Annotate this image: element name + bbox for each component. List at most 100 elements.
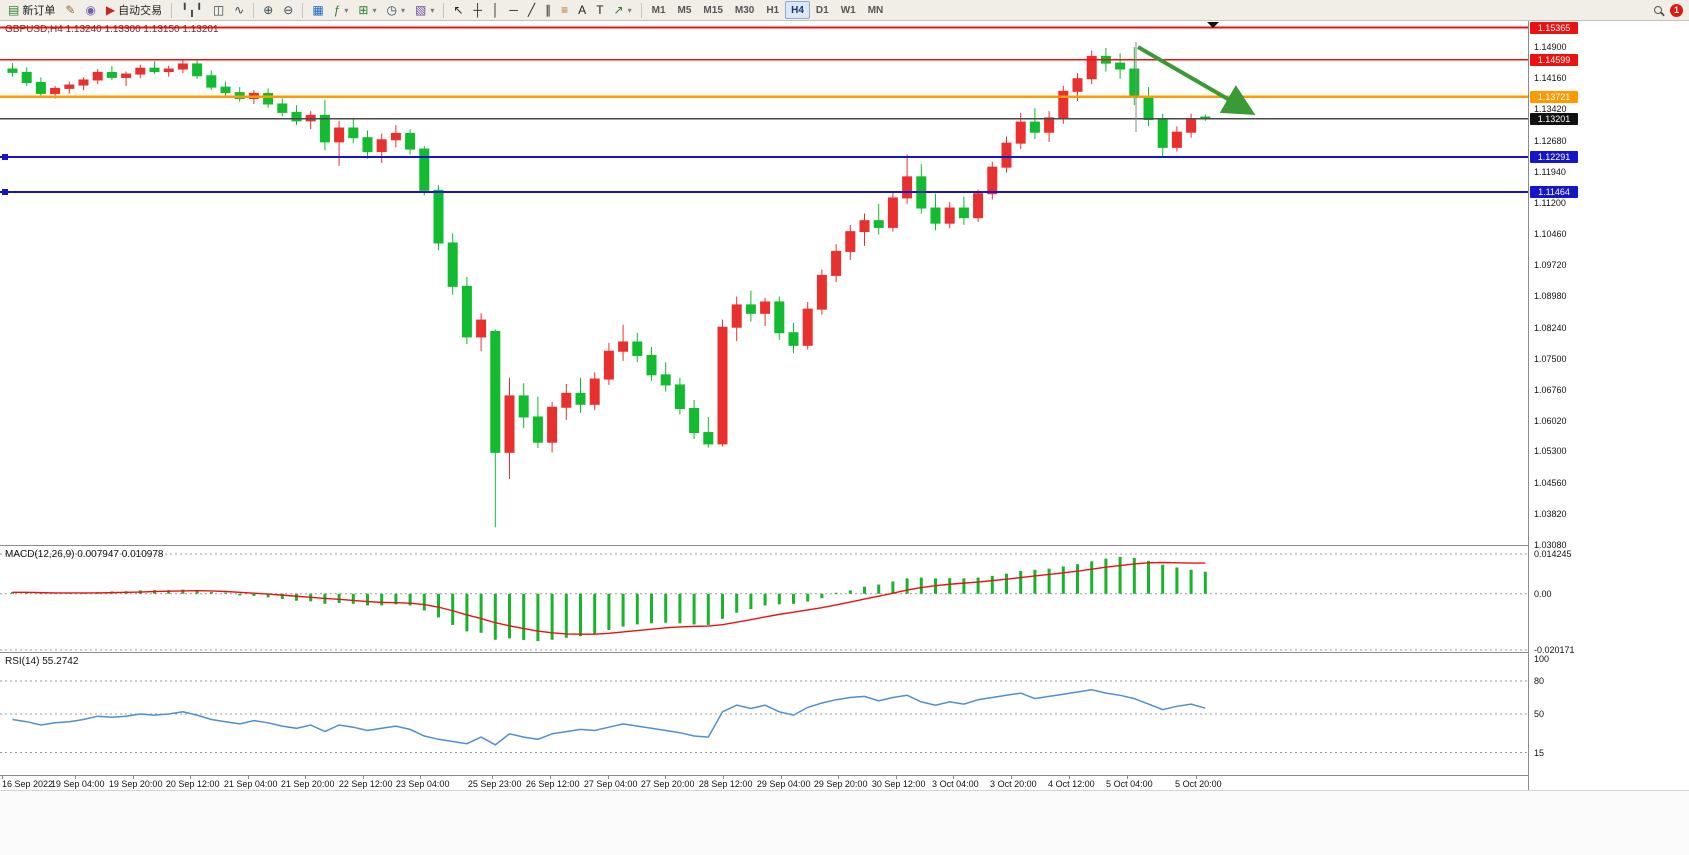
templates-button[interactable]: ▧ ▾ (410, 1, 439, 20)
community-button[interactable]: ◉ (80, 1, 100, 20)
time-axis-label: 4 Oct 12:00 (1048, 779, 1095, 789)
price-axis-label: 1.14160 (1534, 73, 1567, 84)
chevron-down-icon: ▾ (344, 5, 349, 15)
time-axis-label: 21 Sep 20:00 (280, 779, 335, 789)
timeframe-h4-button[interactable]: H4 (785, 1, 810, 19)
time-axis-label: 3 Oct 20:00 (990, 779, 1037, 789)
pane-separator[interactable] (0, 775, 1689, 776)
time-tick (133, 775, 134, 779)
toolbar-separator (253, 2, 255, 18)
add-indicator-window-button[interactable]: ⊞ ▾ (353, 1, 381, 20)
autotrading-icon: ▶ (105, 3, 116, 17)
time-tick (896, 775, 897, 779)
time-axis-label: 21 Sep 04:00 (223, 779, 278, 789)
time-tick (2, 775, 3, 779)
timeframe-w1-button[interactable]: W1 (840, 4, 856, 16)
time-tick (305, 775, 306, 779)
price-axis-label: 1.10460 (1534, 229, 1567, 240)
crosshair-icon: ┼ (473, 3, 482, 17)
rsi-pane[interactable] (0, 653, 1528, 775)
price-axis-label: 1.03080 (1534, 540, 1567, 550)
label-button[interactable]: T (591, 1, 608, 20)
price-axis-label: 1.03820 (1534, 508, 1567, 519)
current-price-badge: 1.13201 (1530, 112, 1578, 125)
price-axis-label: 1.14900 (1534, 42, 1567, 53)
price-axis-label: 1.09720 (1534, 260, 1567, 271)
symbol-name: GBPUSD,H4 (5, 24, 63, 35)
price-axis-label: 1.04560 (1534, 477, 1567, 488)
trendline-button[interactable]: ╱ (523, 1, 540, 20)
line-chart-icon: ∿ (234, 3, 245, 17)
drawn-objects[interactable] (1135, 22, 1256, 132)
time-tick (953, 775, 954, 779)
time-tick (723, 775, 724, 779)
time-axis-label: 26 Sep 12:00 (525, 779, 580, 789)
timeframe-h1-button[interactable]: H1 (766, 4, 780, 16)
zoom-out-button[interactable]: ⊖ (278, 1, 298, 20)
autotrading-button[interactable]: ▶ 自动交易 (101, 1, 167, 20)
level-lines[interactable] (0, 26, 1528, 195)
time-tick (1069, 775, 1070, 779)
vertical-line-button[interactable]: │ (487, 1, 505, 20)
time-axis-label: 25 Sep 23:00 (467, 779, 522, 789)
macd-scale-label: -0.020171 (1534, 645, 1575, 655)
crosshair-button[interactable]: ┼ (468, 1, 487, 20)
time-axis-label: 3 Oct 04:00 (932, 779, 979, 789)
timeframe-m15-button[interactable]: M15 (703, 4, 723, 16)
time-axis-label: 29 Sep 20:00 (813, 779, 868, 789)
pane-separator[interactable] (0, 545, 1689, 546)
bar-chart-button[interactable]: ╹╻╹ (176, 1, 208, 20)
trendline-icon: ╱ (527, 3, 536, 17)
metaeditor-button[interactable]: ✎ (60, 1, 80, 20)
time-tick (550, 775, 551, 779)
timeframe-m1-button[interactable]: M1 (651, 4, 666, 16)
templates-icon: ▧ (414, 3, 427, 17)
timeframe-m30-button[interactable]: M30 (734, 4, 755, 16)
bottom-strip (0, 790, 1689, 855)
macd-scale-label: 0.014245 (1534, 549, 1572, 559)
shapes-button[interactable]: ↗ ▾ (609, 1, 637, 20)
ohlc-values: 1.13240 1.13300 1.13150 1.13201 (65, 24, 219, 35)
indicators-button[interactable]: ƒ ▾ (329, 1, 354, 20)
time-tick (1011, 775, 1012, 779)
time-axis-label: 27 Sep 04:00 (583, 779, 638, 789)
new-order-button[interactable]: ▤ 新订单 (3, 1, 60, 20)
timeframe-mn-button[interactable]: MN (867, 4, 884, 16)
candlestick-button[interactable]: ◫ (208, 1, 229, 20)
macd-signal-line (12, 561, 1206, 635)
time-tick (363, 775, 364, 779)
text-button[interactable]: A (573, 1, 591, 20)
fibonacci-button[interactable]: ≡ (556, 1, 573, 20)
symbol-ohlc-label: GBPUSD,H4 1.13240 1.13300 1.13150 1.1320… (5, 24, 219, 35)
time-axis-label: 30 Sep 12:00 (871, 779, 926, 789)
community-icon: ◉ (85, 3, 96, 17)
price-axis-label: 1.07500 (1534, 353, 1567, 364)
zoom-in-icon: ⊕ (263, 3, 274, 17)
candlestick-icon: ◫ (212, 3, 225, 17)
macd-pane[interactable] (0, 546, 1528, 652)
price-chart-pane[interactable] (0, 21, 1528, 545)
time-axis[interactable]: 16 Sep 2022 19 Sep 04:00 19 Sep 20:00 20 Se… (0, 775, 1528, 790)
zoom-in-button[interactable]: ⊕ (258, 1, 278, 20)
periods-button[interactable]: ◷ ▾ (381, 1, 410, 20)
price-axis-label: 1.11940 (1534, 166, 1566, 177)
time-tick (1196, 775, 1197, 779)
price-axis[interactable]: 1.14900 1.14160 1.13420 1.12680 1.11940 1.112… (1528, 21, 1689, 790)
search-button[interactable] (1649, 1, 1667, 20)
horizontal-line-button[interactable]: ─ (504, 1, 523, 20)
tile-windows-button[interactable]: ▦ (307, 1, 328, 20)
timeframe-d1-button[interactable]: D1 (815, 4, 829, 16)
shapes-icon: ↗ (613, 3, 624, 17)
cursor-button[interactable]: ↖ (448, 1, 468, 20)
toolbar-separator (443, 2, 445, 18)
notification-badge[interactable]: 1 (1670, 3, 1683, 17)
toolbar-separator (302, 2, 304, 18)
rsi-scale-label: 80 (1534, 676, 1545, 686)
label-icon: T (596, 3, 604, 17)
pane-separator[interactable] (0, 652, 1689, 653)
channel-button[interactable]: ∥ (540, 1, 556, 20)
macd-histogram (11, 556, 1207, 642)
timeframe-m5-button[interactable]: M5 (677, 4, 692, 16)
line-chart-button[interactable]: ∿ (229, 1, 249, 20)
fibonacci-icon: ≡ (561, 3, 569, 17)
